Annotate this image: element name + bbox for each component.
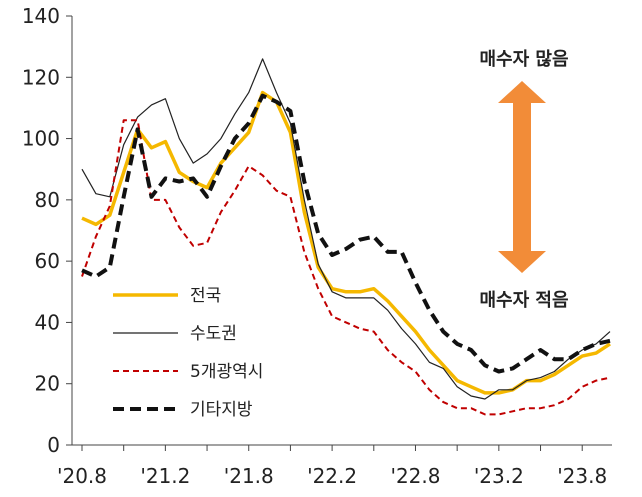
y-tick-label: 80 bbox=[35, 188, 60, 212]
legend-label: 수도권 bbox=[190, 324, 237, 344]
annotation-top-label: 매수자 많음 bbox=[479, 49, 568, 70]
y-axis: 0 20 40 60 80 100 120 140 bbox=[22, 4, 73, 457]
x-tick-label: '23.8 bbox=[557, 464, 607, 488]
y-tick-label: 20 bbox=[35, 372, 60, 396]
buyer-annotation: 매수자 많음 매수자 적음 bbox=[479, 49, 568, 311]
y-tick-label: 100 bbox=[22, 127, 60, 151]
double-arrow-icon bbox=[498, 81, 546, 273]
legend-label: 5개광역시 bbox=[190, 362, 263, 382]
annotation-bottom-label: 매수자 적음 bbox=[479, 290, 568, 311]
x-tick-label: '21.2 bbox=[140, 464, 190, 488]
series-line-2 bbox=[81, 58, 611, 400]
legend-label: 기타지방 bbox=[190, 400, 253, 420]
x-tick-label: '22.8 bbox=[390, 464, 440, 488]
x-tick-label: '20.8 bbox=[57, 464, 107, 488]
y-tick-label: 40 bbox=[35, 310, 60, 334]
x-tick-label: '23.2 bbox=[474, 464, 524, 488]
x-axis: '20.8 '21.2 '21.8 '22.2 '22.8 '23.2 '23.8 bbox=[57, 444, 612, 488]
series-line-3 bbox=[81, 119, 611, 416]
y-tick-label: 0 bbox=[47, 433, 60, 457]
series-lines bbox=[81, 58, 611, 416]
y-tick-label: 60 bbox=[35, 249, 60, 273]
series-line-4 bbox=[81, 93, 611, 374]
x-tick-label: '22.2 bbox=[307, 464, 357, 488]
x-tick-label: '21.8 bbox=[224, 464, 274, 488]
y-tick-label: 140 bbox=[22, 4, 60, 28]
y-tick-label: 120 bbox=[22, 65, 60, 89]
legend-label: 전국 bbox=[190, 286, 221, 306]
